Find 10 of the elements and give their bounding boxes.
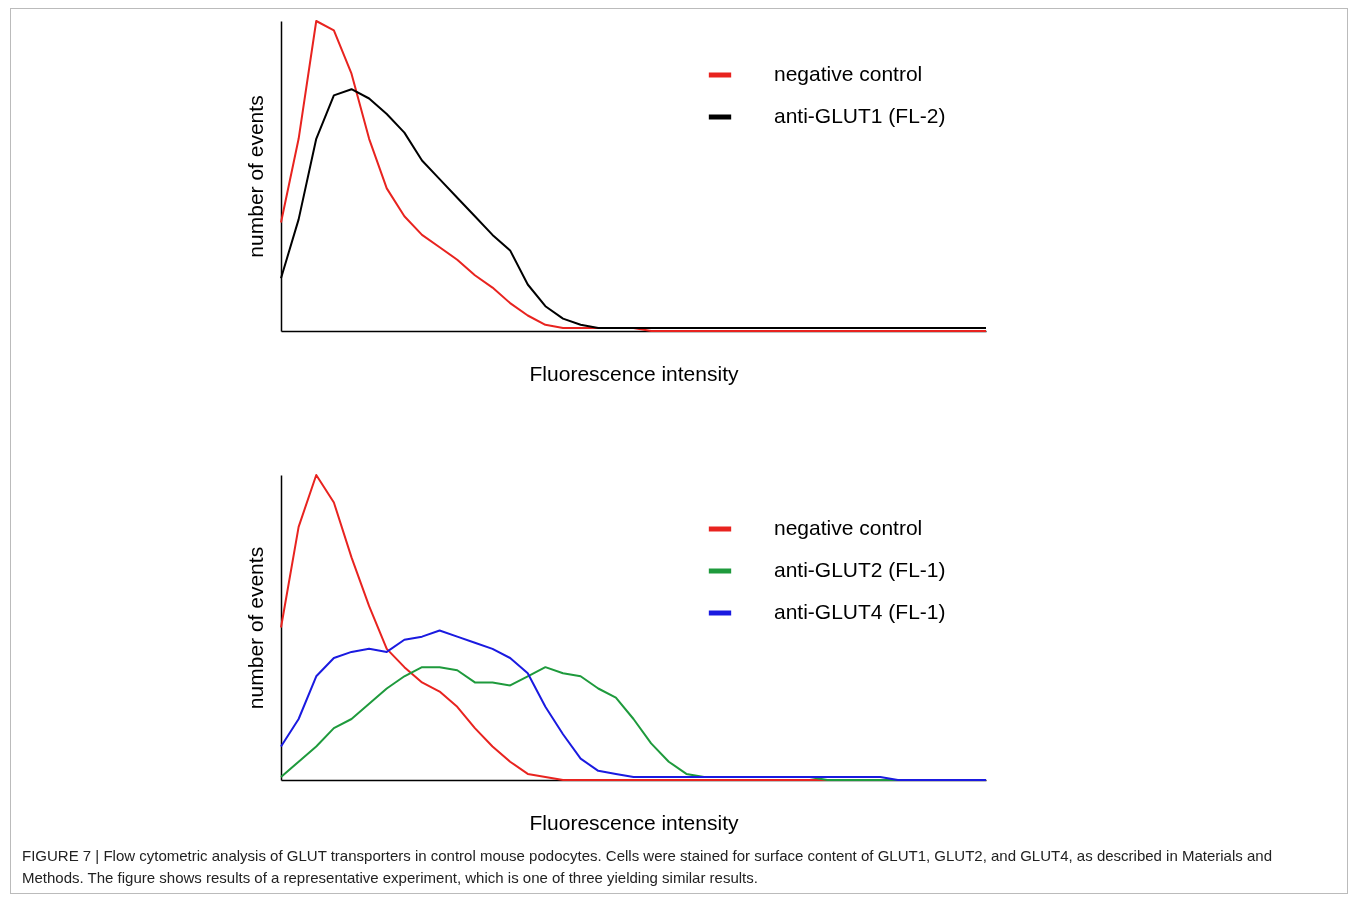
legend-label: anti-GLUT4 (FL-1) bbox=[774, 600, 946, 623]
legend-label: negative control bbox=[774, 516, 923, 539]
y-axis-title: number of events bbox=[243, 95, 267, 258]
x-axis-title: Fluorescence intensity bbox=[529, 810, 739, 834]
y-axis-title: number of events bbox=[243, 546, 267, 710]
caption: FIGURE 7 | Flow cytometric analysis of GLUT transporters in control mouse podocytes. Cells were stained for surface content of GLUT1, GLUT2, and GLUT4, as described in Materials and Methods. The figure shows results of a representative experiment, which is one of three yielding similar results. bbox=[22, 846, 1273, 888]
legend-label: anti-GLUT2 (FL-1) bbox=[774, 558, 946, 581]
x-axis-title: Fluorescence intensity bbox=[529, 361, 739, 385]
legend-label: negative control bbox=[774, 62, 923, 85]
legend-label: anti-GLUT1 (FL-2) bbox=[774, 104, 946, 127]
